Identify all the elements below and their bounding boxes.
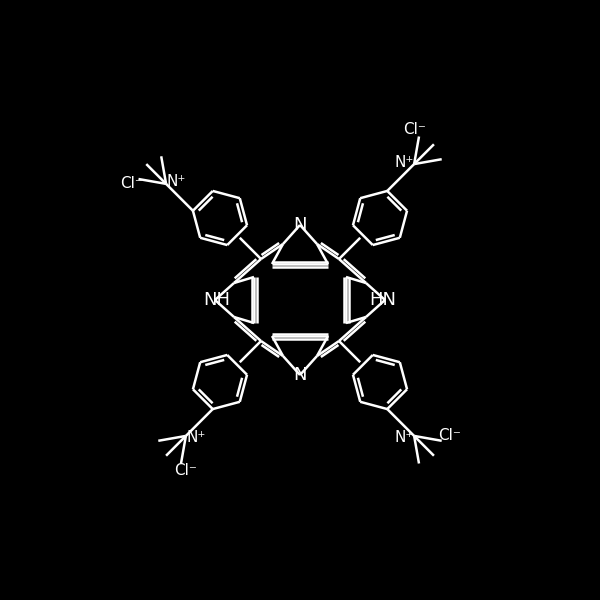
Text: N⁺: N⁺ bbox=[394, 430, 414, 445]
Text: N: N bbox=[293, 216, 307, 234]
Text: Cl⁻: Cl⁻ bbox=[175, 463, 197, 478]
Text: Cl⁻: Cl⁻ bbox=[437, 428, 461, 443]
Text: N⁺: N⁺ bbox=[186, 430, 206, 445]
Text: N: N bbox=[293, 366, 307, 384]
Text: N⁺: N⁺ bbox=[394, 155, 414, 170]
Text: Cl⁻: Cl⁻ bbox=[119, 176, 143, 191]
Text: N⁺: N⁺ bbox=[166, 175, 186, 190]
Text: NH: NH bbox=[203, 291, 230, 309]
Text: Cl⁻: Cl⁻ bbox=[403, 122, 425, 137]
Text: HN: HN bbox=[370, 291, 397, 309]
